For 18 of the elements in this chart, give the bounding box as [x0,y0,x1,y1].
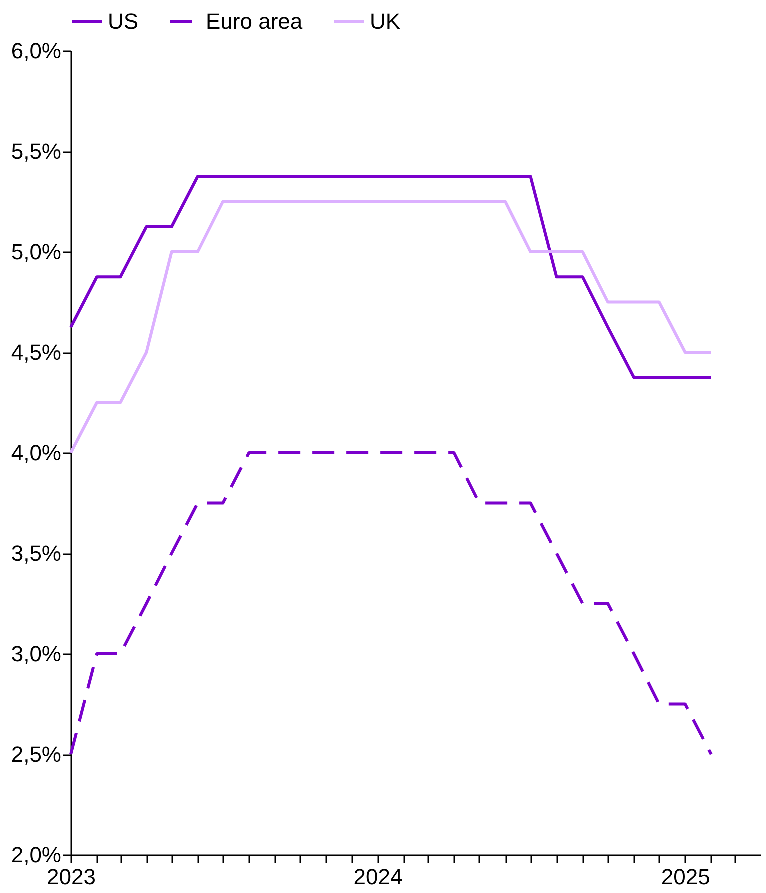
y-tick-label: 3,0% [11,642,62,666]
y-tick-label: 2,0% [11,842,62,868]
y-tick-label: 4,5% [11,340,62,365]
y-tick-label: 5,5% [11,139,62,164]
x-tick-label: 2025 [661,864,710,890]
legend-label: UK [370,8,401,34]
y-tick-label: 4,0% [11,440,62,466]
line-series [70,200,713,454]
legend-label: Euro area [206,8,304,34]
y-tick-label: 2,5% [11,742,62,767]
x-tick-label: 2023 [47,864,96,890]
legend-label: US [108,8,139,34]
line-series [70,452,713,756]
x-tick-label: 2024 [354,864,403,890]
y-tick-label: 3,5% [11,541,62,566]
y-tick-label: 5,0% [11,240,62,264]
line-series [70,175,713,380]
y-tick-label: 6,0% [11,38,62,64]
